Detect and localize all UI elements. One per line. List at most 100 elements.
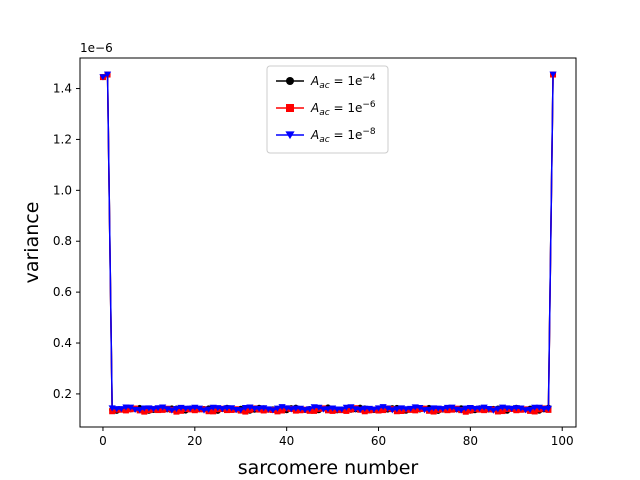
data-point — [343, 407, 350, 414]
data-point — [168, 407, 176, 414]
data-point — [439, 406, 447, 413]
data-point — [159, 404, 167, 411]
data-point — [149, 406, 158, 413]
legend-item: Aac = 1e−4 — [276, 73, 376, 91]
data-point — [99, 74, 107, 81]
plot-area — [99, 71, 557, 415]
y-tick-label: 1.0 — [53, 183, 72, 197]
data-point — [374, 405, 383, 412]
data-point — [279, 407, 286, 414]
series-2 — [99, 71, 557, 414]
data-point — [237, 407, 245, 414]
data-point — [186, 405, 194, 412]
y-tick-label: 1.2 — [53, 132, 72, 146]
data-point — [218, 406, 226, 413]
data-point — [508, 406, 516, 413]
data-point — [273, 405, 282, 412]
legend: Aac = 1e−4 Aac = 1e−6 Aac = 1e−8 — [266, 65, 389, 154]
data-point — [347, 404, 355, 411]
data-point — [227, 405, 236, 412]
data-point — [388, 407, 396, 414]
data-point — [315, 404, 323, 411]
legend-item: Aac = 1e−6 — [276, 100, 376, 118]
data-point — [250, 405, 259, 413]
x-tick-label: 60 — [371, 434, 386, 448]
data-point — [333, 406, 341, 413]
data-point — [549, 71, 557, 78]
data-point — [319, 406, 328, 413]
x-tick-label: 100 — [551, 434, 574, 448]
data-point — [544, 405, 553, 412]
data-point — [384, 405, 392, 412]
data-point — [338, 406, 346, 413]
data-point — [140, 405, 148, 412]
y-tick-label: 0.6 — [53, 285, 72, 299]
data-point — [361, 405, 369, 412]
data-point — [301, 407, 309, 414]
data-point — [172, 406, 181, 413]
data-point — [154, 405, 162, 412]
data-point — [393, 406, 401, 413]
data-point — [499, 408, 506, 415]
legend-box — [266, 65, 389, 154]
data-point — [462, 405, 470, 412]
data-point — [430, 408, 437, 415]
data-point — [324, 406, 332, 413]
axes-frame — [79, 57, 577, 428]
data-point — [285, 131, 295, 140]
data-point — [471, 405, 479, 413]
data-point — [113, 406, 121, 413]
x-axis: 0 20 40 60 80 100 — [99, 427, 574, 448]
x-tick-label: 20 — [187, 434, 202, 448]
data-point — [356, 406, 364, 414]
legend-label: Aac = 1e−4 — [310, 73, 376, 91]
legend-label: Aac = 1e−8 — [310, 127, 376, 145]
data-point — [517, 405, 525, 412]
data-point — [255, 405, 263, 413]
y-axis: 0.2 0.4 0.6 0.8 1.0 1.2 1.4 — [53, 82, 80, 401]
data-point — [540, 406, 548, 413]
y-tick-label: 1.4 — [53, 82, 72, 96]
data-point — [117, 406, 125, 413]
data-point — [200, 407, 208, 414]
y-offset-label: 1e−6 — [80, 41, 113, 55]
data-point — [269, 407, 277, 414]
data-point — [141, 408, 148, 415]
data-point — [416, 404, 424, 412]
y-tick-label: 0.8 — [53, 234, 72, 248]
data-point — [286, 77, 294, 85]
data-point — [126, 404, 135, 411]
legend-label: Aac = 1e−6 — [310, 100, 376, 118]
data-point — [241, 405, 249, 412]
data-point — [287, 406, 295, 413]
data-point — [242, 408, 249, 415]
data-point — [223, 405, 231, 412]
data-point — [204, 406, 213, 413]
x-tick-label: 40 — [279, 434, 294, 448]
data-point — [526, 406, 534, 414]
data-point — [485, 405, 493, 413]
x-tick-label: 80 — [463, 434, 478, 448]
data-point — [457, 407, 465, 414]
data-point — [425, 406, 433, 414]
data-point — [210, 408, 217, 415]
data-point — [195, 405, 204, 412]
data-point — [402, 406, 410, 413]
x-axis-title: sarcomere number — [238, 457, 419, 479]
data-point — [182, 405, 190, 412]
data-point — [103, 71, 112, 78]
data-point — [531, 404, 539, 411]
data-point — [494, 406, 502, 413]
data-point — [311, 407, 318, 414]
data-point — [122, 404, 130, 411]
data-point — [475, 405, 484, 412]
y-axis-title: variance — [21, 202, 43, 284]
data-point — [370, 406, 378, 413]
data-point — [489, 407, 497, 414]
data-point — [531, 408, 538, 415]
data-point — [521, 407, 530, 414]
x-tick-label: 0 — [99, 434, 107, 448]
data-point — [420, 407, 429, 414]
y-tick-label: 0.4 — [53, 336, 72, 350]
